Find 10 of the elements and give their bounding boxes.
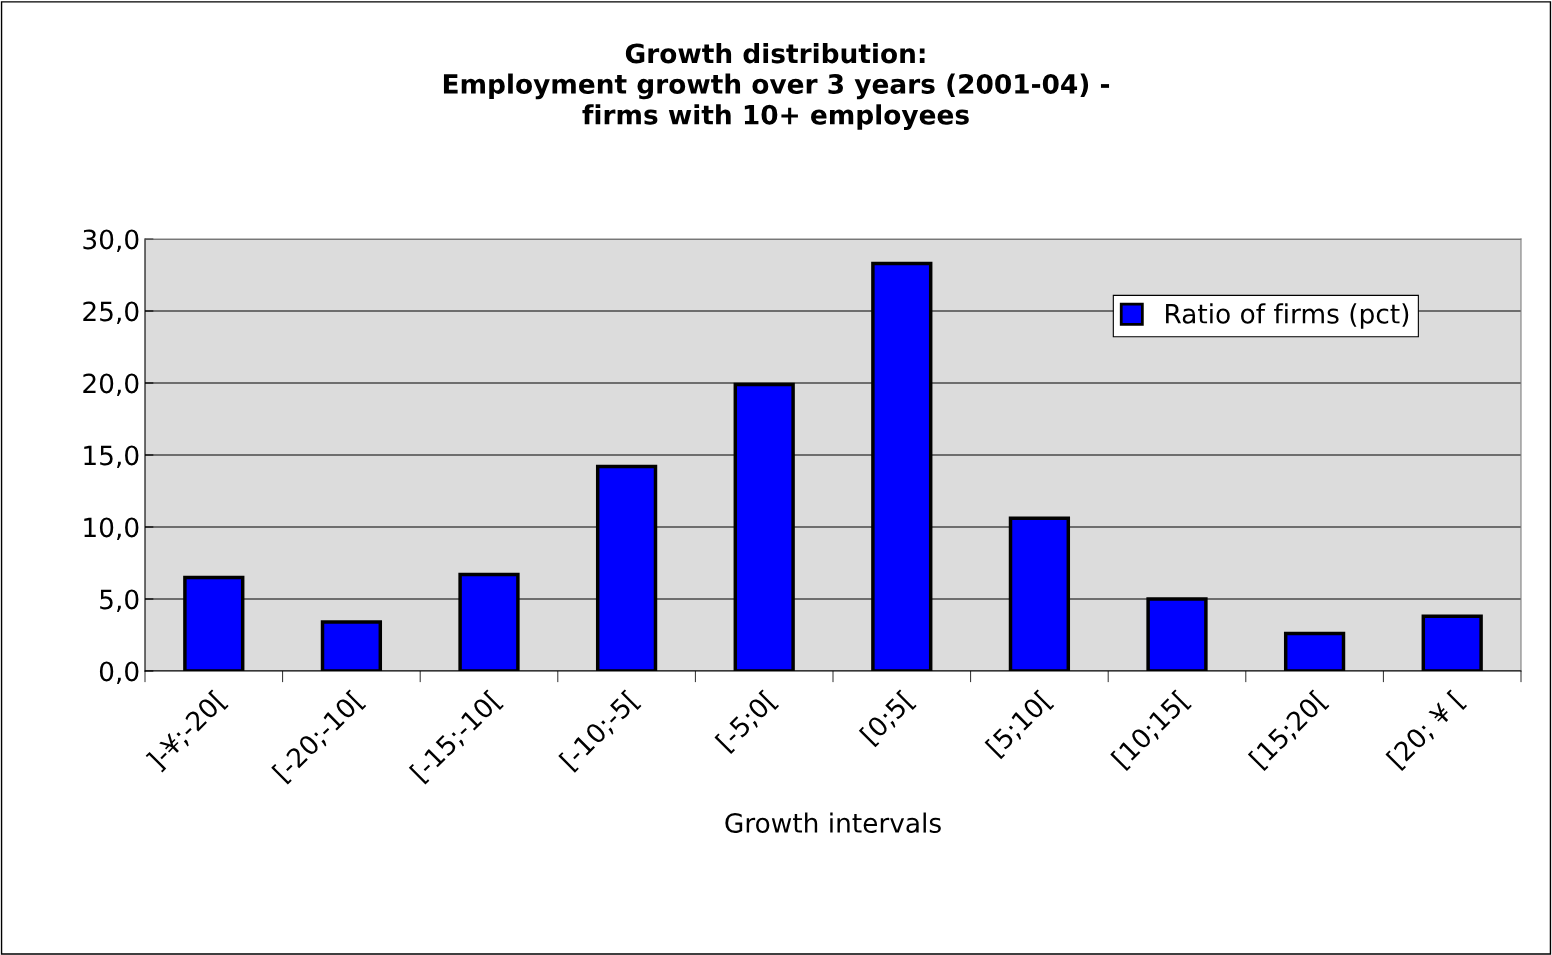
chart-title: Growth distribution: Employment growth over 3 years (2001-04) - firms with 10+ employees [443,42,1110,131]
x-axis-title: Growth intervals [725,812,941,833]
y-tick-label: 20,0 [83,373,139,397]
y-tick-label: 0,0 [99,661,139,685]
y-tick-label: 15,0 [84,445,139,469]
y-tick-label: 10,0 [84,517,139,541]
legend-label: Ratio of firms (pct) [1166,303,1409,329]
y-tick-label: 30,0 [83,229,139,253]
y-tick-label: 25,0 [83,301,139,325]
y-tick-label: 5,0 [100,589,139,613]
